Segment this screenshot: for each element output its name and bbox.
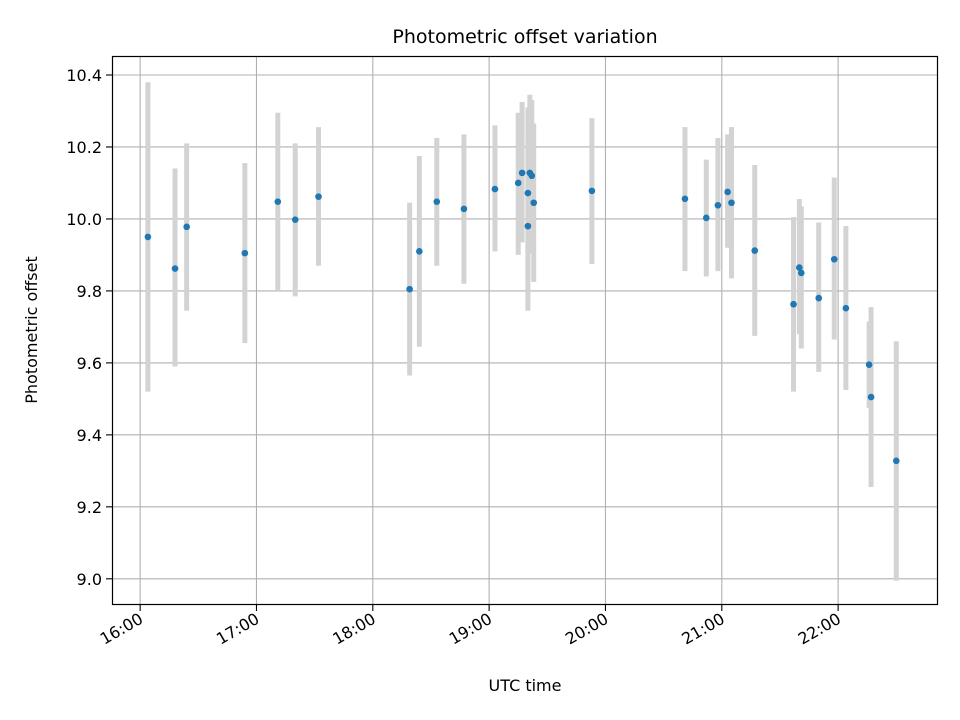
y-axis-label: Photometric offset [22,256,41,404]
y-tick-label: 9.6 [77,354,102,373]
data-point [865,361,873,368]
data-point [530,199,538,207]
data-point [588,187,596,195]
y-tick-label: 10.2 [66,138,102,157]
data-point [724,188,731,196]
data-point [867,393,875,401]
y-tick-label: 9.0 [77,570,102,589]
data-point [702,214,710,222]
data-point [144,233,152,241]
data-point [241,249,249,257]
data-point [416,248,423,255]
data-point [830,255,838,263]
data-point [291,216,299,223]
data-point [842,304,850,312]
y-tick-label: 9.8 [77,282,102,301]
data-point [183,223,190,231]
plot-frame [111,55,939,606]
data-point [315,193,322,200]
y-axis: 9.0 9.2 9.4 9.6 9.8 10.0 10.2 10.4 [66,66,113,589]
data-point [433,198,441,205]
grid-lines [113,57,937,604]
data-point [751,247,759,254]
data-point [797,269,805,277]
y-tick-label: 10.0 [66,210,102,229]
data-points [144,169,900,465]
data-point [790,300,797,308]
data-point [714,201,722,209]
y-tick-label: 10.4 [66,66,102,85]
data-point [681,195,689,203]
data-point [524,189,532,197]
data-point [274,198,282,205]
data-point [815,294,823,302]
data-point [796,264,803,271]
data-point [518,169,526,177]
data-point [514,179,522,187]
x-axis-label: UTC time [489,676,562,695]
y-tick-label: 9.4 [77,426,102,445]
data-point [491,185,499,193]
data-point [460,205,468,213]
chart-title: Photometric offset variation [392,26,657,48]
data-point [728,199,735,207]
data-point [528,172,536,180]
y-tick-label: 9.2 [77,498,102,517]
data-point [892,457,900,465]
data-point [171,265,179,272]
data-point [524,222,532,230]
data-point [406,285,413,293]
